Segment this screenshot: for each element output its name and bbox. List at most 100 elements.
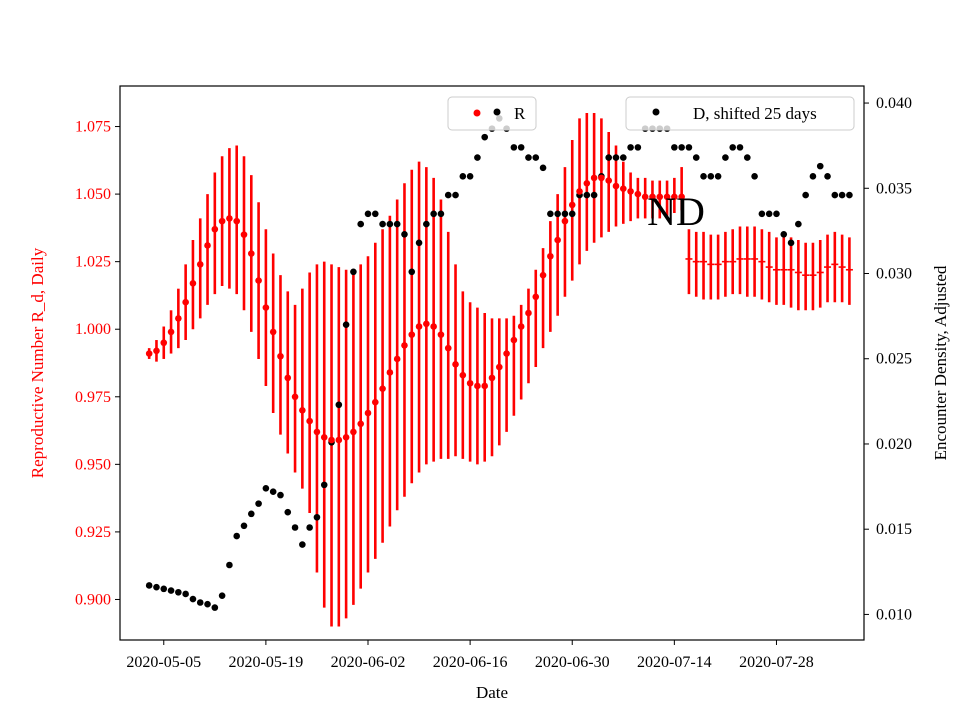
r-point — [466, 379, 474, 387]
r-point — [568, 201, 576, 209]
d-point — [736, 144, 744, 151]
legend-r-marker-red — [473, 109, 481, 117]
d-point — [189, 595, 197, 603]
r-point — [437, 331, 445, 338]
d-point — [590, 191, 598, 199]
d-point — [167, 587, 175, 594]
r-point — [211, 225, 219, 233]
r-point — [357, 420, 365, 428]
d-point — [350, 268, 357, 276]
r-point — [153, 347, 160, 355]
d-point — [685, 144, 693, 151]
r-point — [678, 193, 685, 201]
r-errorbars — [147, 113, 851, 627]
right-tick-label: 0.035 — [876, 180, 912, 197]
r-point — [554, 236, 561, 244]
r-point — [182, 298, 189, 306]
annotation-nd: ND — [647, 189, 705, 234]
r-point — [386, 369, 394, 376]
d-point — [320, 481, 328, 489]
r-point — [240, 231, 248, 238]
r-point — [335, 436, 343, 444]
d-point — [773, 210, 780, 218]
right-tick-label: 0.020 — [876, 436, 912, 453]
d-point — [247, 510, 255, 518]
r-point — [342, 434, 350, 441]
right-tick-label: 0.010 — [876, 606, 912, 623]
d-point — [838, 191, 846, 199]
r-point — [532, 293, 540, 301]
r-point — [371, 398, 379, 406]
d-point — [802, 191, 809, 199]
d-point — [583, 191, 591, 199]
left-tick-label: 1.025 — [75, 254, 111, 271]
left-tick-label: 1.000 — [75, 321, 111, 338]
legend-r-marker-black — [493, 108, 501, 116]
r-point — [277, 352, 284, 360]
d-point — [627, 144, 634, 151]
d-point — [386, 220, 394, 228]
d-point — [678, 144, 685, 151]
right-tick-label: 0.015 — [876, 521, 912, 538]
d-point — [430, 210, 437, 218]
r-point — [284, 374, 292, 382]
x-tick-label: 2020-05-19 — [229, 654, 304, 671]
d-point — [269, 488, 277, 495]
r-point — [503, 350, 510, 357]
r-point — [313, 428, 321, 436]
r-point — [619, 185, 627, 192]
r-point — [561, 217, 569, 225]
d-point — [335, 401, 343, 409]
r-point — [459, 371, 467, 379]
right-tick-label: 0.025 — [876, 351, 912, 368]
x-tick-label: 2020-06-30 — [535, 654, 610, 671]
r-point — [547, 252, 554, 260]
r-point — [423, 320, 430, 328]
d-point — [452, 191, 459, 199]
r-points — [145, 174, 853, 444]
left-tick-label: 1.050 — [75, 186, 111, 203]
d-point — [751, 173, 758, 180]
d-point — [466, 173, 474, 180]
d-point — [342, 321, 350, 328]
r-point — [306, 417, 313, 425]
d-point — [816, 162, 824, 170]
d-point — [371, 210, 379, 218]
r-point — [474, 382, 481, 390]
d-point — [561, 210, 569, 218]
legend-r-frame — [447, 96, 537, 131]
x-tick-label: 2020-06-16 — [433, 654, 508, 671]
d-point — [437, 210, 445, 218]
d-point — [758, 210, 766, 218]
x-tick-label: 2020-07-14 — [637, 654, 712, 671]
d-point — [364, 210, 372, 218]
r-point — [517, 323, 525, 330]
d-point — [423, 220, 430, 228]
r-point — [196, 261, 204, 268]
left-tick-label: 0.950 — [75, 456, 111, 473]
d-point — [306, 524, 313, 531]
r-point — [488, 374, 496, 382]
d-point — [729, 144, 737, 151]
r-point — [627, 188, 634, 195]
r-point — [525, 309, 532, 317]
r-point — [495, 363, 503, 371]
d-point — [619, 154, 627, 161]
r-point — [218, 217, 226, 225]
left-tick-label: 1.075 — [75, 119, 111, 136]
d-point — [401, 231, 408, 238]
r-point — [605, 177, 613, 184]
x-tick-label: 2020-07-28 — [739, 654, 814, 671]
d-point — [795, 220, 802, 228]
d-point — [233, 532, 241, 540]
d-point — [539, 164, 547, 172]
d-point — [175, 588, 182, 596]
r-point — [415, 323, 423, 330]
d-point — [291, 524, 299, 531]
r-point — [612, 182, 620, 190]
legend-d-label: D, shifted 25 days — [693, 104, 817, 123]
r-point — [444, 344, 452, 352]
d-point — [605, 154, 613, 161]
r-point — [663, 193, 671, 201]
